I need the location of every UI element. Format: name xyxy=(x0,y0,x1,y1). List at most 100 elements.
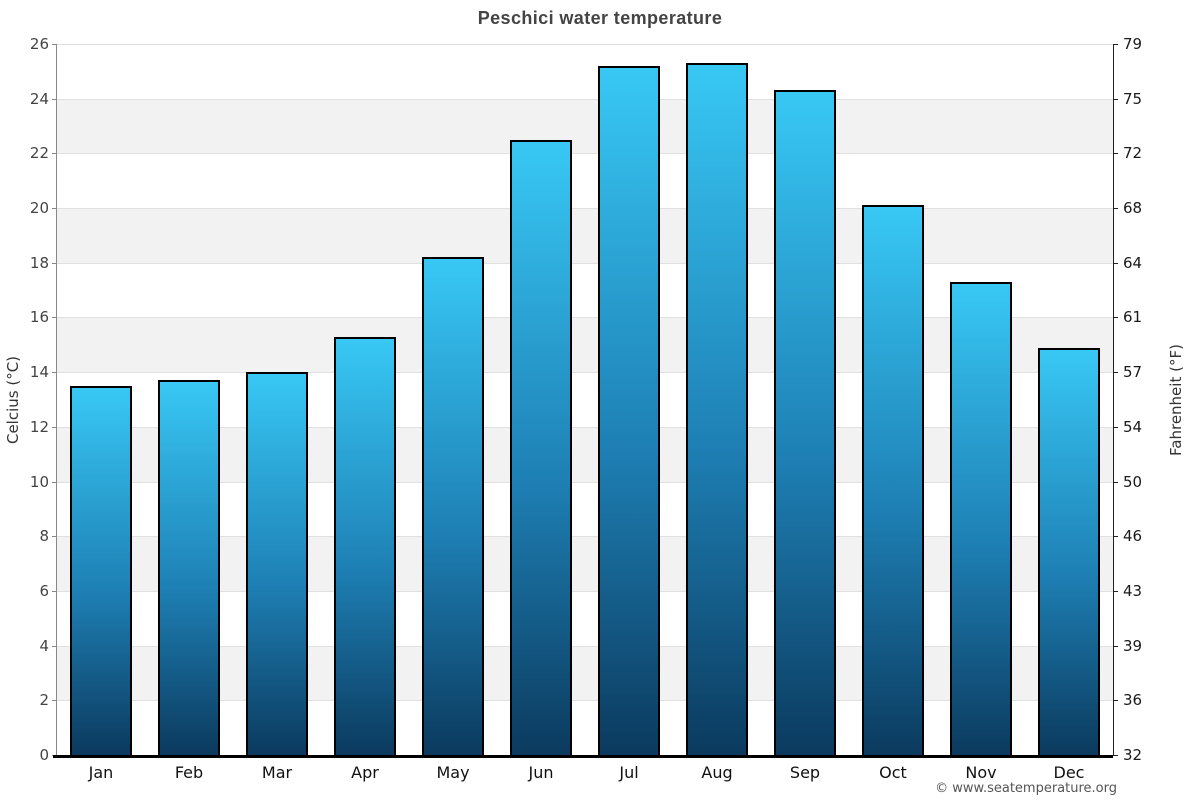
bar-apr xyxy=(334,337,396,755)
y-tick-label-celsius: 20 xyxy=(29,199,49,217)
y-tick-label-celsius: 26 xyxy=(29,35,49,53)
y-tick-label-celsius: 6 xyxy=(39,582,49,600)
y-tick-mark-right xyxy=(1113,317,1118,318)
y-tick-mark-left xyxy=(52,263,57,264)
y-tick-mark-left xyxy=(52,99,57,100)
y-tick-label-fahrenheit: 54 xyxy=(1123,418,1143,436)
y-tick-mark-left xyxy=(52,317,57,318)
y-tick-label-celsius: 18 xyxy=(29,254,49,272)
y-tick-label-fahrenheit: 57 xyxy=(1123,363,1143,381)
gridline xyxy=(57,44,1113,45)
bar-nov xyxy=(950,282,1012,755)
y-tick-label-celsius: 22 xyxy=(29,144,49,162)
x-tick-label-feb: Feb xyxy=(174,763,204,782)
x-tick-label-aug: Aug xyxy=(701,763,733,782)
bar-may xyxy=(422,257,484,755)
y-tick-label-celsius: 0 xyxy=(39,746,49,764)
y-tick-mark-right xyxy=(1113,482,1118,483)
y-tick-mark-right xyxy=(1113,427,1118,428)
gridline xyxy=(57,372,1113,374)
bar-oct xyxy=(862,205,924,755)
gridline xyxy=(57,426,1113,428)
y-axis-right-title: Fahrenheit (°F) xyxy=(1167,343,1185,456)
x-axis-line xyxy=(53,755,1113,758)
x-tick-label-may: May xyxy=(436,763,470,782)
x-tick-label-jul: Jul xyxy=(619,763,639,782)
y-tick-mark-right xyxy=(1113,700,1118,701)
y-tick-label-fahrenheit: 39 xyxy=(1123,637,1143,655)
plot-band xyxy=(57,208,1113,263)
x-tick-label-nov: Nov xyxy=(965,763,997,782)
bar-jan xyxy=(70,386,132,755)
y-tick-label-celsius: 2 xyxy=(39,691,49,709)
gridline xyxy=(57,481,1113,483)
plot-band xyxy=(57,98,1113,154)
y-tick-mark-left xyxy=(52,700,57,701)
gridline xyxy=(57,700,1113,702)
bar-jun xyxy=(510,140,572,755)
gridline xyxy=(57,262,1113,264)
y-axis-left-title: Celcius (°C) xyxy=(4,355,22,444)
y-tick-mark-left xyxy=(52,646,57,647)
gridline xyxy=(57,645,1113,647)
plot-band xyxy=(57,317,1113,373)
y-tick-mark-right xyxy=(1113,208,1118,209)
y-tick-label-celsius: 10 xyxy=(29,473,49,491)
y-tick-mark-right xyxy=(1113,372,1118,373)
y-axis-line-left xyxy=(56,44,57,755)
y-tick-mark-right xyxy=(1113,536,1118,537)
y-tick-label-fahrenheit: 46 xyxy=(1123,527,1143,545)
y-tick-mark-left xyxy=(52,208,57,209)
y-tick-label-fahrenheit: 79 xyxy=(1123,35,1143,53)
y-tick-label-fahrenheit: 68 xyxy=(1123,199,1143,217)
plot-band xyxy=(57,536,1113,591)
y-tick-label-fahrenheit: 43 xyxy=(1123,582,1143,600)
gridline xyxy=(57,98,1113,100)
y-tick-label-celsius: 4 xyxy=(39,637,49,655)
y-tick-label-fahrenheit: 36 xyxy=(1123,691,1143,709)
y-tick-mark-left xyxy=(52,44,57,45)
y-tick-mark-left xyxy=(52,153,57,154)
y-axis-line-right xyxy=(1113,44,1114,755)
y-tick-mark-left xyxy=(52,372,57,373)
y-tick-label-celsius: 8 xyxy=(39,527,49,545)
y-tick-mark-right xyxy=(1113,755,1118,756)
bar-jul xyxy=(598,66,660,755)
y-tick-mark-right xyxy=(1113,44,1118,45)
y-tick-label-fahrenheit: 61 xyxy=(1123,308,1143,326)
chart-title: Peschici water temperature xyxy=(477,8,723,28)
y-tick-label-celsius: 16 xyxy=(29,308,49,326)
bar-mar xyxy=(246,372,308,755)
x-tick-label-apr: Apr xyxy=(351,763,379,782)
y-tick-mark-left xyxy=(52,482,57,483)
y-tick-mark-right xyxy=(1113,591,1118,592)
y-tick-label-fahrenheit: 64 xyxy=(1123,254,1143,272)
x-tick-label-jun: Jun xyxy=(528,763,554,782)
x-tick-label-sep: Sep xyxy=(789,763,821,782)
y-tick-mark-left xyxy=(52,536,57,537)
plot-band xyxy=(57,645,1113,701)
y-tick-mark-right xyxy=(1113,646,1118,647)
plot-band xyxy=(57,426,1113,482)
y-tick-label-fahrenheit: 75 xyxy=(1123,90,1143,108)
gridline xyxy=(57,317,1113,319)
plot-area xyxy=(57,44,1113,755)
y-tick-label-fahrenheit: 72 xyxy=(1123,144,1143,162)
y-tick-mark-left xyxy=(52,591,57,592)
y-tick-label-celsius: 24 xyxy=(29,90,49,108)
bar-feb xyxy=(158,380,220,755)
y-tick-mark-right xyxy=(1113,153,1118,154)
y-tick-label-fahrenheit: 32 xyxy=(1123,746,1143,764)
gridline xyxy=(57,536,1113,538)
y-tick-mark-right xyxy=(1113,263,1118,264)
x-tick-label-dec: Dec xyxy=(1053,763,1085,782)
bar-aug xyxy=(686,63,748,755)
x-tick-label-mar: Mar xyxy=(261,763,293,782)
bar-sep xyxy=(774,90,836,755)
gridline xyxy=(57,153,1113,155)
y-tick-mark-right xyxy=(1113,99,1118,100)
x-tick-label-oct: Oct xyxy=(879,763,907,782)
footer-credit: © www.seatemperature.org xyxy=(935,781,1117,796)
y-tick-label-fahrenheit: 50 xyxy=(1123,473,1143,491)
